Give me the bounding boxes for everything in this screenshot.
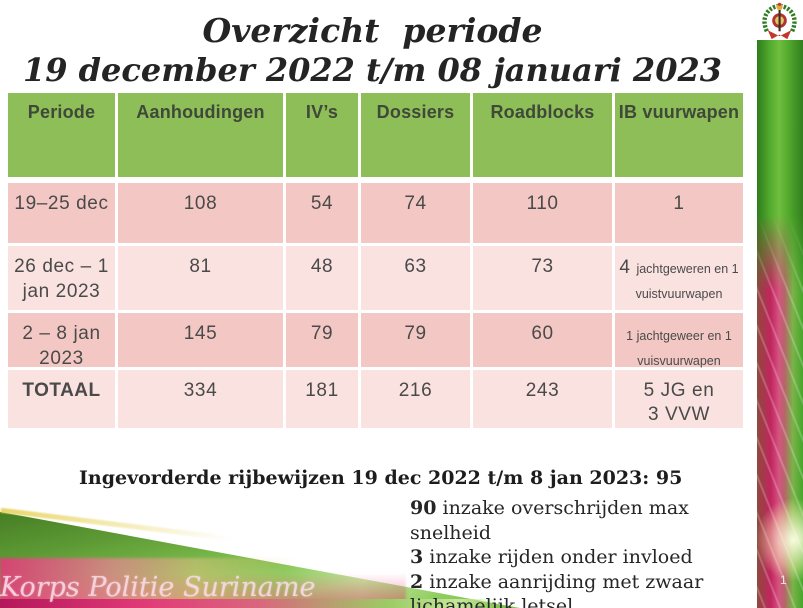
police-crest-icon — [762, 2, 797, 40]
cell-ib-vuurwapen: 1 — [615, 183, 743, 243]
magenta-bottom-strip — [0, 599, 500, 608]
licenses-headline: Ingevorderde rijbewijzen 19 dec 2022 t/m… — [79, 467, 683, 489]
slide-title: Overzicht periode 19 december 2022 t/m 0… — [0, 10, 745, 90]
ib-count: 4 — [619, 257, 631, 278]
cell-aanhoudingen: 81 — [118, 246, 283, 310]
cell-ivs: 48 — [286, 246, 358, 310]
title-line-2: 19 december 2022 t/m 08 januari 2023 — [23, 51, 722, 90]
header-cell-ivs: IV’s — [286, 93, 358, 177]
header-cell-dossiers: Dossiers — [361, 93, 470, 177]
cell-periode: TOTAAL — [8, 370, 115, 428]
statistics-table: Periode Aanhoudingen IV’s Dossiers Roadb… — [8, 93, 743, 431]
list-item: 3 inzake rijden onder invloed — [410, 545, 740, 570]
cell-periode: 26 dec – 1 jan 2023 — [8, 246, 115, 310]
ib-total-jg: 5 JG en — [643, 380, 715, 401]
cell-ivs: 79 — [286, 313, 358, 367]
ib-total-vvw: 3 VVW — [647, 403, 711, 425]
item-text: inzake overschrijden max snelheid — [410, 497, 689, 544]
cell-ib-vuurwapen: 4 jachtgeweren en 1 vuistvuurwapen — [615, 246, 743, 310]
bottom-swoosh-decoration: Korps Politie Suriname — [0, 500, 520, 608]
ib-detail: jachtgeweren en 1 vuistvuurwapen — [635, 262, 739, 301]
item-count: 3 — [410, 546, 424, 568]
item-count: 90 — [410, 497, 437, 519]
cell-ivs: 54 — [286, 183, 358, 243]
cell-roadblocks: 73 — [473, 246, 612, 310]
cell-aanhoudingen: 108 — [118, 183, 283, 243]
item-count: 2 — [410, 570, 424, 593]
cell-dossiers: 216 — [361, 370, 470, 428]
cell-periode: 19–25 dec — [8, 183, 115, 243]
table-row: 26 dec – 1 jan 2023 81 48 63 73 4 jachtg… — [8, 246, 743, 310]
title-line-1: Overzicht periode — [202, 11, 543, 50]
cell-ivs: 181 — [286, 370, 358, 428]
page-number: 1 — [780, 573, 787, 587]
cell-aanhoudingen: 145 — [118, 313, 283, 367]
header-cell-periode: Periode — [8, 93, 115, 177]
header-cell-aanhoudingen: Aanhoudingen — [118, 93, 283, 177]
licenses-breakdown-list: 90 inzake overschrijden max snelheid 3 i… — [410, 496, 740, 608]
cell-roadblocks: 60 — [473, 313, 612, 367]
cell-dossiers: 63 — [361, 246, 470, 310]
table-header-row: Periode Aanhoudingen IV’s Dossiers Roadb… — [8, 93, 743, 177]
item-text: inzake aanrijding met zwaar lichamelijk … — [410, 570, 704, 608]
list-item: 2 inzake aanrijding met zwaar lichamelij… — [410, 570, 740, 608]
cell-dossiers: 74 — [361, 183, 470, 243]
cell-ib-vuurwapen: 5 JG en 3 VVW — [615, 370, 743, 428]
cell-periode: 2 – 8 jan 2023 — [8, 313, 115, 369]
item-text: inzake rijden onder invloed — [423, 546, 693, 568]
ribbon-green-section — [757, 40, 803, 290]
cell-roadblocks: 110 — [473, 183, 612, 243]
table-total-row: TOTAAL 334 181 216 243 5 JG en 3 VVW — [8, 370, 743, 428]
header-cell-roadblocks: Roadblocks — [473, 93, 612, 177]
cell-ib-vuurwapen: 1 jachtgeweer en 1 vuisvuurwapen — [615, 313, 743, 368]
cell-dossiers: 79 — [361, 313, 470, 367]
cell-aanhoudingen: 334 — [118, 370, 283, 428]
table-row: 19–25 dec 108 54 74 110 1 — [8, 183, 743, 243]
header-cell-ib-vuurwapen: IB vuurwapen — [615, 93, 743, 177]
cell-roadblocks: 243 — [473, 370, 612, 428]
right-ribbon-decoration — [757, 40, 803, 608]
korps-politie-suriname-watermark: Korps Politie Suriname — [0, 572, 316, 603]
ib-detail: 1 jachtgeweer en 1 vuisvuurwapen — [626, 329, 732, 368]
list-item: 90 inzake overschrijden max snelheid — [410, 496, 740, 545]
table-row: 2 – 8 jan 2023 145 79 79 60 1 jachtgewee… — [8, 313, 743, 369]
